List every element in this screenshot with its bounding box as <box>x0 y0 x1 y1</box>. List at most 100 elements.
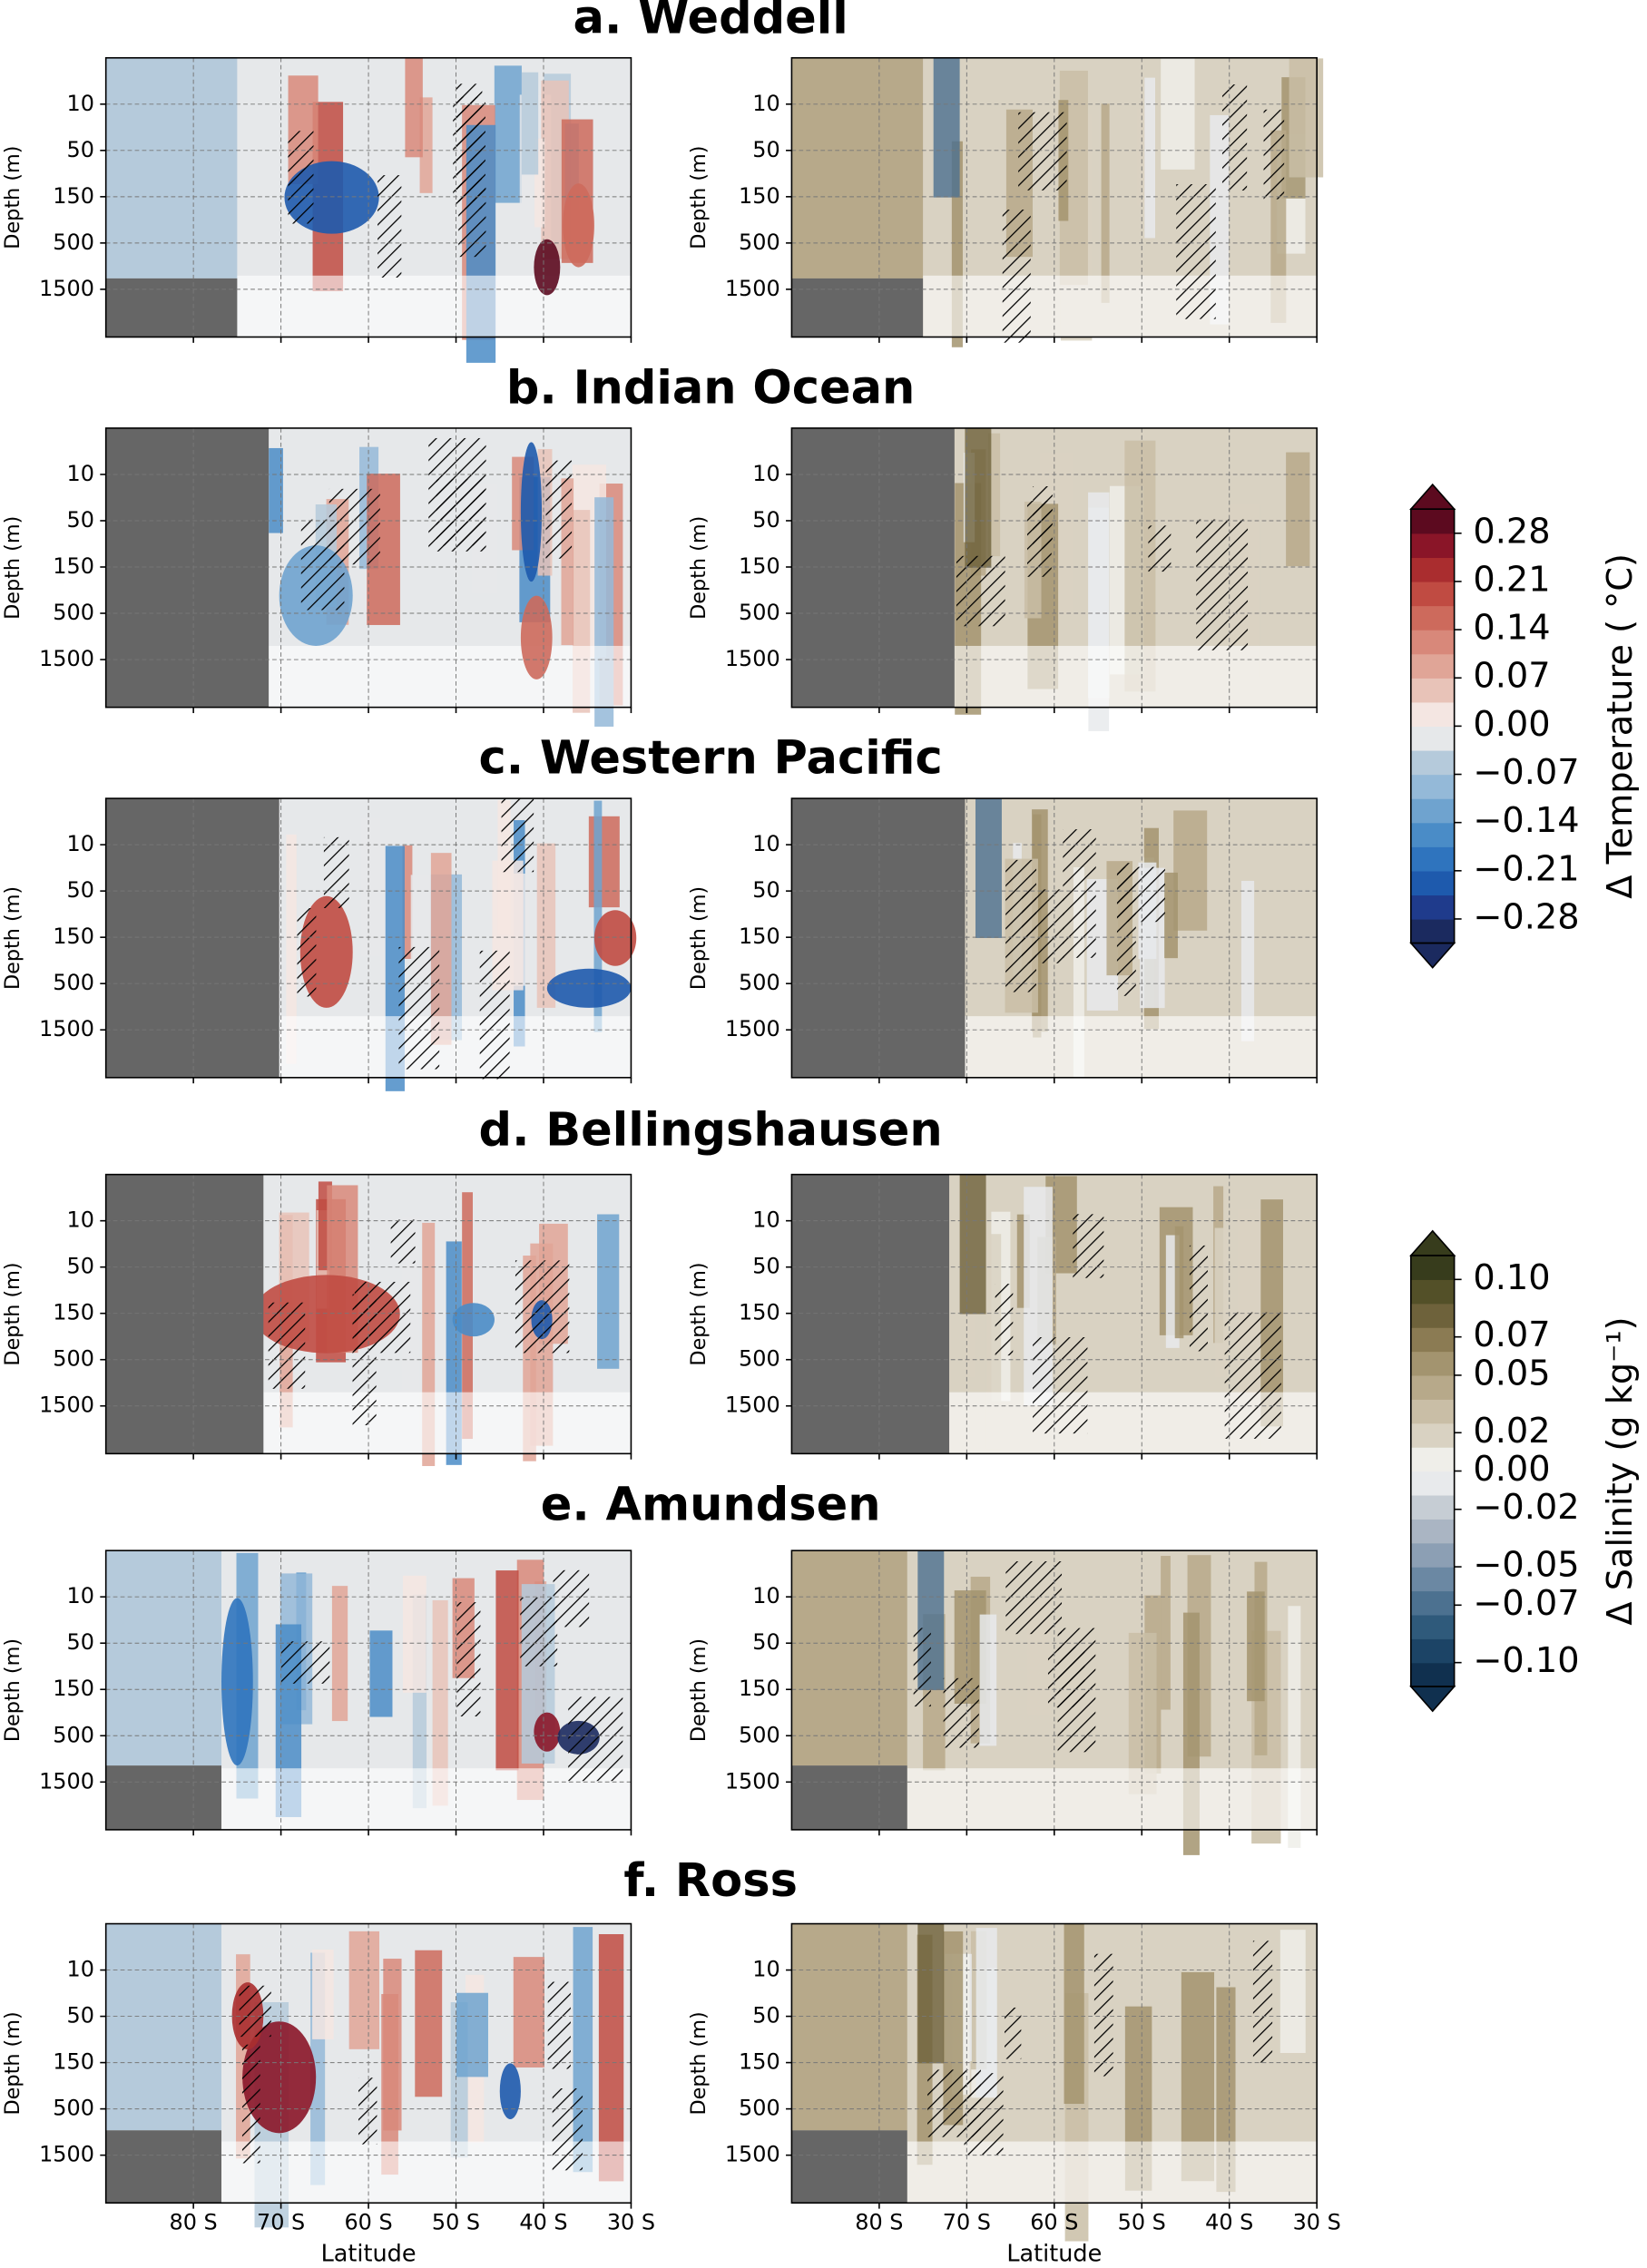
y-tick-label: 10 <box>752 91 779 116</box>
colorbar-tick-label: −0.02 <box>1473 1487 1579 1528</box>
colorbar-level <box>1410 533 1455 559</box>
hatch-region <box>1026 501 1052 577</box>
y-tick-label: 1500 <box>39 1016 94 1041</box>
hatch-region <box>1148 525 1172 572</box>
field-band <box>269 447 283 533</box>
deep-fill <box>923 275 1318 337</box>
panel-title: e. Amundsen <box>541 1478 881 1531</box>
hatch-region <box>1018 112 1067 191</box>
field-band <box>534 138 545 228</box>
x-axis-label: Latitude <box>321 2241 417 2268</box>
hatch-region <box>358 2077 377 2145</box>
deep-fill <box>954 645 1318 708</box>
colorbar-level <box>1410 726 1455 751</box>
colorbar-level <box>1410 894 1455 920</box>
y-tick-label: 500 <box>53 230 94 255</box>
x-tick-label: 40 S <box>1205 2210 1253 2235</box>
y-axis-label: Depth (m) <box>687 2011 711 2115</box>
field-blob <box>534 239 561 296</box>
x-tick-label: 70 S <box>943 2210 991 2235</box>
colorbar-tick-label: 0.00 <box>1473 704 1550 745</box>
land-mask <box>791 1174 950 1454</box>
field-blob <box>593 910 637 966</box>
y-tick-label: 500 <box>53 1346 94 1372</box>
land-mask <box>791 1765 907 1830</box>
y-tick-label: 500 <box>739 970 780 995</box>
land-mask <box>105 798 279 1078</box>
hatch-region <box>268 1302 306 1389</box>
y-tick-label: 1500 <box>725 1016 780 1041</box>
y-tick-label: 1500 <box>39 1768 94 1794</box>
panel-title: b. Indian Ocean <box>506 361 915 415</box>
y-tick-label: 150 <box>53 1300 94 1325</box>
panel-frame <box>104 797 632 1079</box>
field-blob <box>520 442 543 582</box>
hatch-region <box>280 1641 330 1684</box>
hatch-region <box>398 946 440 1070</box>
land-mask <box>105 1174 264 1454</box>
shelf-fill <box>105 1923 222 2131</box>
field-band <box>1240 880 1255 1041</box>
field-band <box>381 1994 398 2175</box>
field-band <box>513 1957 544 2068</box>
colorbar-level <box>1410 1590 1455 1616</box>
colorbar-level <box>1410 1374 1455 1400</box>
y-tick-label: 10 <box>67 1583 94 1608</box>
hatch-region <box>241 2044 260 2164</box>
shelf-fill <box>791 1550 907 1766</box>
colorbar-tick-label: 0.07 <box>1473 656 1550 697</box>
shelf-fill <box>791 1923 907 2131</box>
colorbar-level <box>1410 1255 1455 1280</box>
field-band <box>1161 1556 1171 1710</box>
field-band <box>402 845 413 959</box>
colorbar-tick-label: −0.14 <box>1473 800 1579 841</box>
hatch-region <box>288 131 314 224</box>
field-blob <box>221 1598 253 1766</box>
deep-fill <box>907 1768 1318 1830</box>
field-band <box>965 427 992 568</box>
panel-title: a. Weddell <box>574 0 848 44</box>
y-tick-label: 150 <box>53 924 94 949</box>
colorbar-level <box>1410 918 1455 944</box>
y-tick-label: 500 <box>739 1346 780 1372</box>
y-tick-label: 500 <box>739 230 780 255</box>
hatch-region <box>995 1284 1014 1356</box>
panel-frame <box>790 1549 1318 1831</box>
shelf-fill <box>791 57 924 279</box>
colorbar-level <box>1410 1447 1455 1472</box>
y-axis-label: Depth (m) <box>687 1638 711 1742</box>
hatch-region <box>568 1696 623 1782</box>
colorbar-extend-high <box>1409 483 1456 511</box>
hatch-region <box>390 1219 416 1264</box>
hatch-region <box>1005 2007 1022 2059</box>
colorbar-level <box>1410 1519 1455 1544</box>
colorbar-tick-label: 0.00 <box>1473 1449 1550 1490</box>
field-band <box>494 65 522 203</box>
hatch-region <box>1252 1941 1273 2063</box>
hatch-region <box>927 2069 981 2137</box>
land-mask <box>105 2130 222 2204</box>
y-tick-label: 150 <box>739 1676 780 1701</box>
field-band <box>1174 1226 1184 1339</box>
field-band <box>1247 1591 1265 1702</box>
panel-frame <box>790 1922 1318 2204</box>
field-band <box>598 1934 624 2182</box>
panel-title: d. Bellingshausen <box>479 1103 943 1157</box>
y-tick-label: 10 <box>752 461 779 486</box>
colorbar-tick-label: −0.05 <box>1473 1545 1579 1586</box>
field-band <box>1214 1227 1227 1377</box>
y-tick-label: 500 <box>53 2096 94 2121</box>
colorbar-level <box>1410 1303 1455 1328</box>
deep-fill <box>263 1392 632 1454</box>
field-band <box>361 817 381 957</box>
y-tick-label: 50 <box>752 1629 779 1655</box>
hatch-region <box>1005 1561 1063 1635</box>
y-tick-label: 10 <box>752 1207 779 1233</box>
panel-frame <box>104 56 632 338</box>
colorbar-level <box>1410 749 1455 776</box>
colorbar-tick-label: −0.28 <box>1473 896 1579 937</box>
colorbar-level <box>1410 822 1455 847</box>
colorbar-extend-low <box>1409 1686 1456 1713</box>
y-axis-label: Depth (m) <box>687 1262 711 1365</box>
y-tick-label: 500 <box>53 1722 94 1747</box>
